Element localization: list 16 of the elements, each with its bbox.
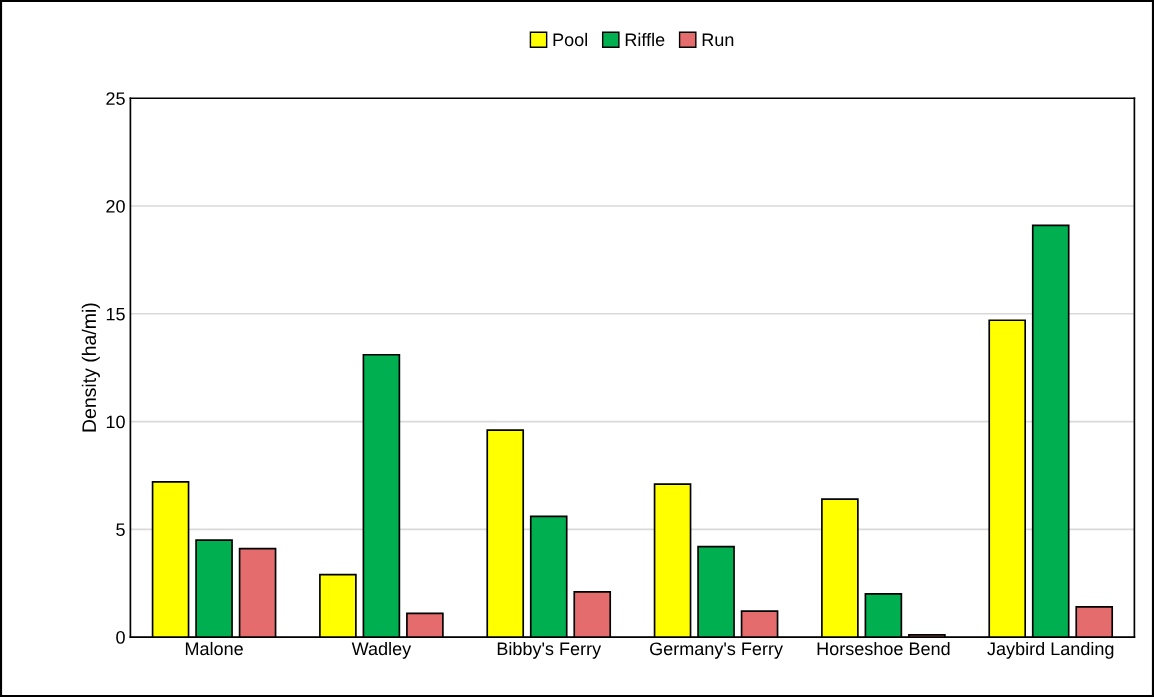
y-tick-label: 15 [106,307,125,321]
x-tick-label: Malone [185,641,243,656]
legend-label: Riffle [625,32,665,47]
legend-label: Pool [553,32,588,47]
x-tick-label: Jaybird Landing [987,641,1114,659]
y-axis-title: Density (ha/mi) [81,303,100,432]
y-tick-label: 10 [106,415,125,429]
y-tick-label: 0 [116,630,125,644]
x-tick-label: Bibby's Ferry [497,641,602,659]
y-tick-label: 20 [106,199,125,213]
x-tick-label: Wadley [351,641,412,659]
x-tick-label: Horseshoe Bend [817,641,950,656]
legend-label: Run [702,33,734,47]
y-tick-label: 5 [116,523,125,537]
x-tick-label: Germany's Ferry [650,642,783,659]
y-tick-label: 25 [106,92,125,105]
